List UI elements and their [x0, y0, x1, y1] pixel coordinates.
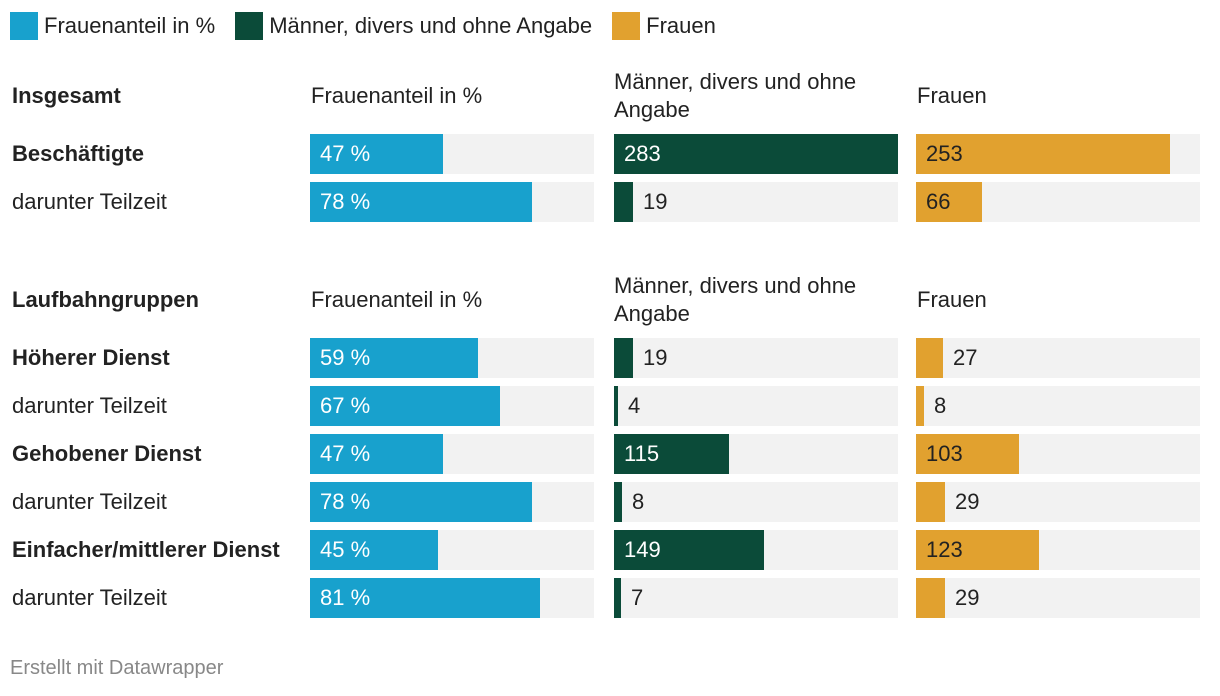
legend-label: Männer, divers und ohne Angabe	[269, 13, 593, 38]
bar-track: 45 %	[310, 530, 594, 570]
bar-track: 27	[916, 338, 1200, 378]
column-header: Frauen	[917, 83, 987, 108]
bar	[614, 482, 622, 522]
data-label: 78 %	[320, 489, 371, 514]
data-label: 103	[926, 441, 963, 466]
footer-credit: Erstellt mit Datawrapper	[10, 657, 224, 679]
bar	[916, 182, 982, 222]
bar-track: 81 %	[310, 578, 594, 618]
data-label: 59 %	[320, 345, 371, 370]
data-label: 115	[624, 441, 660, 466]
bar	[310, 182, 532, 222]
data-label: 27	[953, 345, 978, 370]
bar-track: 283	[614, 134, 898, 174]
bar	[916, 578, 945, 618]
bar-track: 123	[916, 530, 1200, 570]
bar	[916, 386, 924, 426]
data-label: 66	[926, 189, 951, 214]
data-label: 8	[934, 393, 947, 418]
column-header: Frauenanteil in %	[311, 287, 483, 312]
bar	[310, 386, 500, 426]
bar	[614, 434, 729, 474]
bar	[614, 182, 633, 222]
legend-item-frauenanteil: Frauenanteil in %	[10, 12, 215, 40]
bar-track: 19	[614, 182, 898, 222]
data-label: 4	[628, 393, 641, 418]
bar	[310, 434, 443, 474]
row-label: darunter Teilzeit	[12, 585, 167, 610]
legend-item-frauen: Frauen	[612, 12, 716, 40]
bar-track: 29	[916, 578, 1200, 618]
bar-track: 149	[614, 530, 898, 570]
data-label: 19	[643, 189, 668, 214]
legend-swatch	[235, 12, 264, 40]
bar	[614, 134, 898, 174]
legend-swatch	[612, 12, 641, 40]
legend-item-maenner: Männer, divers und ohne Angabe	[235, 12, 592, 40]
column-header: Männer, divers und ohne Angabe	[614, 69, 857, 122]
bar	[614, 530, 764, 570]
bar	[310, 482, 532, 522]
data-label: 67 %	[320, 393, 371, 418]
bar-track: 67 %	[310, 386, 594, 426]
data-label: 8	[632, 489, 645, 514]
bar	[614, 386, 618, 426]
row-label: Beschäftigte	[12, 141, 145, 166]
bar-track: 8	[614, 482, 898, 522]
column-header: Frauenanteil in %	[311, 83, 483, 108]
data-label: 47 %	[320, 141, 371, 166]
data-label: 81 %	[320, 585, 371, 610]
legend-label: Frauen	[646, 13, 716, 38]
row-label: darunter Teilzeit	[12, 189, 167, 214]
bar-track: 7	[614, 578, 898, 618]
bar	[916, 338, 943, 378]
column-header: Männer, divers und ohne Angabe	[614, 273, 857, 326]
bar	[310, 134, 443, 174]
row-label: Höherer Dienst	[12, 345, 170, 370]
bar	[310, 578, 540, 618]
bar	[916, 530, 1039, 570]
bar-track: 78 %	[310, 482, 594, 522]
data-label: 253	[926, 141, 963, 166]
section-title: Laufbahngruppen	[12, 287, 199, 312]
bar-track: 59 %	[310, 338, 594, 378]
column-header: Frauen	[917, 287, 987, 312]
bar-track: 253	[916, 134, 1200, 174]
bar-track: 103	[916, 434, 1200, 474]
row-label: Gehobener Dienst	[12, 441, 202, 466]
bar	[310, 530, 438, 570]
row-label: darunter Teilzeit	[12, 393, 167, 418]
data-label: 149	[624, 537, 661, 562]
bar-track: 66	[916, 182, 1200, 222]
bar-track: 19	[614, 338, 898, 378]
data-label: 7	[631, 585, 644, 610]
data-label: 123	[926, 537, 963, 562]
row-label: Einfacher/mittlerer Dienst	[12, 537, 280, 562]
data-label: 45 %	[320, 537, 371, 562]
data-label: 29	[955, 585, 980, 610]
bar	[916, 434, 1019, 474]
bar-track: 4	[614, 386, 898, 426]
bar-track: 47 %	[310, 434, 594, 474]
legend-swatch	[10, 12, 38, 40]
data-label: 283	[624, 141, 661, 166]
section-title: Insgesamt	[12, 83, 121, 108]
bar	[614, 338, 633, 378]
bar	[916, 134, 1170, 174]
legend: Frauenanteil in % Männer, divers und ohn…	[10, 10, 736, 42]
bar-track: 115	[614, 434, 898, 474]
bar	[916, 482, 945, 522]
bar-track: 8	[916, 386, 1200, 426]
data-label: 78 %	[320, 189, 371, 214]
row-label: darunter Teilzeit	[12, 489, 167, 514]
bar	[310, 338, 478, 378]
data-label: 19	[643, 345, 668, 370]
bar-track: 78 %	[310, 182, 594, 222]
bar	[614, 578, 621, 618]
data-label: 29	[955, 489, 980, 514]
data-label: 47 %	[320, 441, 371, 466]
legend-label: Frauenanteil in %	[44, 13, 216, 38]
bar-track: 47 %	[310, 134, 594, 174]
bar-track: 29	[916, 482, 1200, 522]
